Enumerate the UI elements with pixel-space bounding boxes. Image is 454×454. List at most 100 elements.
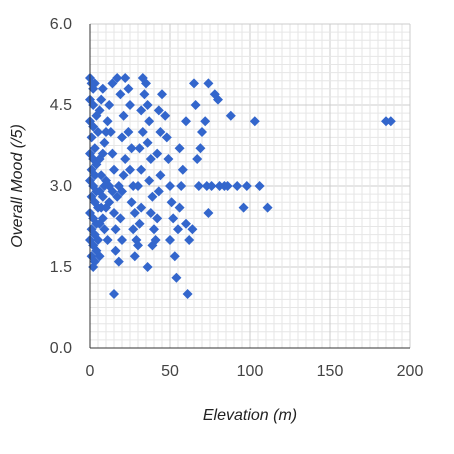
data-point <box>142 262 153 272</box>
x-tick-label: 150 <box>317 363 344 380</box>
data-point <box>155 170 166 181</box>
data-point <box>181 116 191 127</box>
data-points <box>85 73 396 299</box>
data-point <box>213 94 223 105</box>
data-point <box>182 289 193 299</box>
data-point <box>133 181 143 191</box>
data-point <box>115 89 126 100</box>
data-point <box>145 208 156 218</box>
data-point <box>149 224 159 235</box>
data-point <box>117 132 127 143</box>
data-point <box>200 116 211 127</box>
data-point <box>118 110 129 121</box>
data-point <box>184 235 195 245</box>
data-point <box>254 181 265 191</box>
data-point <box>120 73 131 83</box>
data-point <box>125 100 135 110</box>
data-point <box>113 256 124 267</box>
data-point <box>147 191 158 202</box>
data-point <box>126 143 137 154</box>
data-point <box>115 213 126 224</box>
data-point <box>97 213 108 224</box>
data-point <box>99 224 110 235</box>
data-point <box>137 127 148 137</box>
data-point <box>123 127 134 137</box>
x-tick-label: 200 <box>397 363 424 380</box>
data-point <box>112 73 123 83</box>
data-point <box>88 100 99 110</box>
data-point <box>125 164 135 175</box>
data-point <box>190 100 201 110</box>
data-point <box>136 202 147 213</box>
data-point <box>173 224 183 235</box>
data-point <box>97 148 108 159</box>
data-point <box>102 235 113 245</box>
data-point <box>160 110 171 121</box>
data-point <box>134 143 145 154</box>
y-tick-label: 1.5 <box>50 259 72 276</box>
data-point <box>142 100 153 110</box>
data-point <box>128 224 139 235</box>
data-point <box>109 208 119 218</box>
data-point <box>161 132 172 143</box>
data-point <box>94 251 105 262</box>
x-axis-title: Elevation (m) <box>203 407 297 424</box>
data-point <box>166 197 177 208</box>
data-point <box>141 78 151 89</box>
data-point <box>109 289 119 299</box>
x-tick-label: 100 <box>237 363 264 380</box>
data-point <box>110 224 121 235</box>
data-point <box>152 213 163 224</box>
data-point <box>385 116 396 127</box>
data-point <box>153 186 164 197</box>
data-point <box>232 181 243 191</box>
data-point <box>174 143 185 154</box>
data-point <box>129 251 140 262</box>
data-point <box>109 164 119 175</box>
data-point <box>104 100 115 110</box>
data-point <box>192 154 203 164</box>
data-point <box>96 170 107 181</box>
data-point <box>136 105 147 116</box>
data-point <box>238 202 249 213</box>
data-point <box>126 197 137 208</box>
data-point <box>88 121 99 132</box>
data-point <box>129 208 140 218</box>
data-point <box>123 83 134 94</box>
data-point <box>93 127 103 137</box>
data-point <box>107 78 118 89</box>
data-point <box>206 181 217 191</box>
data-point <box>118 170 129 181</box>
data-point <box>89 143 100 154</box>
data-point <box>262 202 273 213</box>
data-point <box>105 127 116 137</box>
y-axis-title: Overall Mood (/5) <box>9 124 26 248</box>
data-point <box>142 137 153 148</box>
data-point <box>193 181 204 191</box>
data-point <box>165 181 175 191</box>
data-point <box>165 235 175 245</box>
data-point <box>197 127 207 137</box>
data-point <box>99 137 110 148</box>
data-point <box>174 202 185 213</box>
data-point <box>152 148 163 159</box>
data-point <box>177 164 188 175</box>
data-point <box>150 235 161 245</box>
data-point <box>189 78 199 89</box>
data-point <box>93 235 103 245</box>
data-point <box>107 186 118 197</box>
data-point <box>176 181 187 191</box>
data-point <box>96 94 107 105</box>
data-point <box>94 105 105 116</box>
y-tick-label: 4.5 <box>50 97 72 114</box>
data-point <box>89 170 100 181</box>
data-point <box>222 181 233 191</box>
data-point <box>195 143 206 154</box>
data-point <box>112 191 123 202</box>
data-point <box>134 218 145 229</box>
data-point <box>117 235 127 245</box>
x-tick-label: 50 <box>161 363 179 380</box>
data-point <box>97 83 108 94</box>
data-point <box>144 175 155 186</box>
